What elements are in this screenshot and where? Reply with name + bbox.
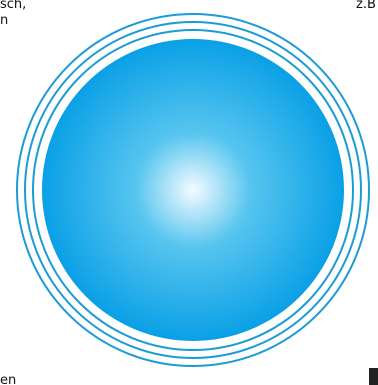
inner-ring [32, 29, 354, 351]
cropped-text-top-right: z.B [356, 0, 376, 12]
cropped-text-top-left: sch, n [0, 0, 27, 28]
cropped-dark-mark [369, 368, 378, 385]
middle-ring [24, 21, 362, 359]
blue-sphere [42, 39, 344, 341]
outer-ring [16, 13, 370, 367]
cropped-text-bottom-left: en [0, 373, 17, 385]
